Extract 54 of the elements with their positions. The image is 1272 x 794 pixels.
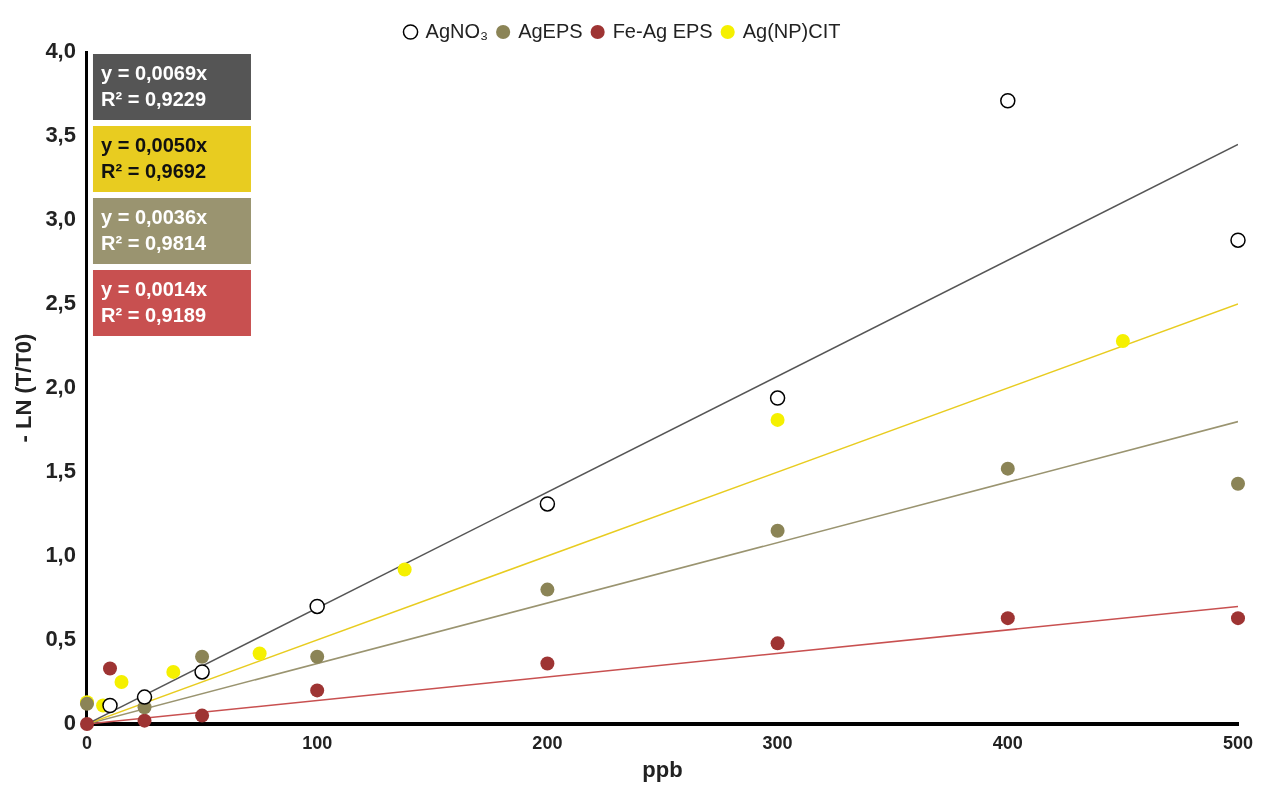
y-tick-label: 1,5	[45, 458, 76, 484]
y-tick-label: 2,5	[45, 290, 76, 316]
x-tick-label: 100	[302, 732, 333, 753]
x-tick-label: 300	[762, 732, 793, 753]
point	[114, 675, 129, 689]
y-axis-title: - LN (T/T0)	[11, 333, 37, 443]
annotation: y = 0,0050x R² = 0,9692	[100, 133, 208, 182]
point	[540, 656, 555, 671]
annotation: y = 0,0014x R² = 0,9189	[100, 277, 208, 326]
y-tick-label: 1,0	[45, 542, 76, 568]
point	[1000, 461, 1015, 476]
annotation: y = 0,0069x R² = 0,9229	[100, 61, 208, 110]
y-tick-label: 0	[63, 710, 76, 736]
point	[310, 683, 325, 698]
point	[1000, 92, 1016, 109]
x-tick-label: 500	[1222, 732, 1254, 753]
point	[309, 598, 325, 615]
point	[1000, 611, 1015, 626]
point	[1115, 333, 1130, 348]
point	[310, 649, 325, 664]
point	[252, 646, 267, 661]
point	[195, 708, 210, 723]
legend-label: Fe-Ag EPS	[612, 19, 713, 42]
x-axis-title: ppb	[642, 756, 683, 782]
legend-label: Ag(NP)CIT	[742, 19, 841, 42]
point	[770, 412, 785, 427]
point	[195, 649, 210, 664]
annotation: y = 0,0036x R² = 0,9814	[100, 205, 208, 254]
x-tick-label: 0	[81, 732, 92, 753]
point	[1231, 476, 1245, 491]
x-tick-label: 200	[532, 732, 563, 753]
y-tick-label: 3,5	[45, 122, 76, 148]
point	[102, 697, 118, 714]
point	[540, 582, 555, 597]
point	[1231, 611, 1245, 626]
y-tick-label: 2,0	[45, 374, 76, 400]
point	[770, 523, 785, 538]
legend-label: AgNO₃	[425, 19, 489, 42]
point	[397, 562, 412, 577]
point	[769, 390, 786, 406]
legend-label: AgEPS	[518, 19, 583, 42]
point	[539, 496, 556, 512]
y-tick-label: 0,5	[45, 626, 76, 652]
point	[79, 717, 94, 731]
point	[166, 664, 181, 679]
point	[136, 689, 153, 705]
y-tick-label: 3,0	[45, 206, 76, 232]
point	[770, 636, 785, 651]
point	[103, 661, 117, 676]
x-tick-label: 400	[992, 732, 1023, 753]
point	[1230, 232, 1246, 248]
point	[137, 713, 152, 728]
point	[194, 664, 210, 680]
y-tick-label: 4,0	[45, 38, 76, 64]
